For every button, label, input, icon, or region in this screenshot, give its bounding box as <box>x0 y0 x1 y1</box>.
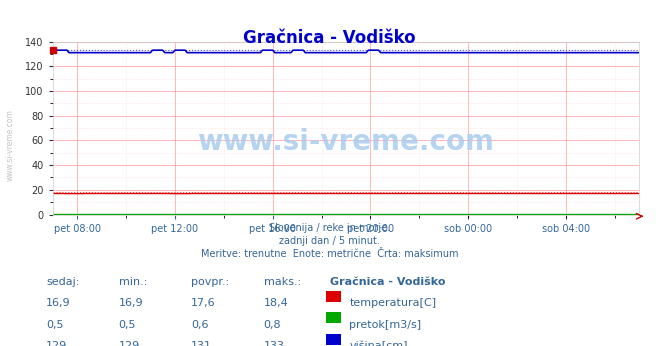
Text: 129: 129 <box>46 341 67 346</box>
Text: 16,9: 16,9 <box>46 298 71 308</box>
Text: 0,5: 0,5 <box>119 320 136 330</box>
Text: pretok[m3/s]: pretok[m3/s] <box>349 320 421 330</box>
Text: 131: 131 <box>191 341 212 346</box>
Text: temperatura[C]: temperatura[C] <box>349 298 436 308</box>
Text: 133: 133 <box>264 341 285 346</box>
Text: sedaj:: sedaj: <box>46 277 80 287</box>
Text: 16,9: 16,9 <box>119 298 143 308</box>
Text: 0,8: 0,8 <box>264 320 281 330</box>
Text: povpr.:: povpr.: <box>191 277 229 287</box>
Text: Meritve: trenutne  Enote: metrične  Črta: maksimum: Meritve: trenutne Enote: metrične Črta: … <box>201 249 458 260</box>
Text: zadnji dan / 5 minut.: zadnji dan / 5 minut. <box>279 236 380 246</box>
Text: maks.:: maks.: <box>264 277 301 287</box>
Text: 0,5: 0,5 <box>46 320 64 330</box>
Text: Gračnica - Vodiško: Gračnica - Vodiško <box>243 29 416 47</box>
Text: 17,6: 17,6 <box>191 298 215 308</box>
Text: min.:: min.: <box>119 277 147 287</box>
Text: 18,4: 18,4 <box>264 298 289 308</box>
Text: 0,6: 0,6 <box>191 320 209 330</box>
Text: 129: 129 <box>119 341 140 346</box>
Text: www.si-vreme.com: www.si-vreme.com <box>5 109 14 181</box>
Text: Gračnica - Vodiško: Gračnica - Vodiško <box>330 277 445 287</box>
Text: Slovenija / reke in morje.: Slovenija / reke in morje. <box>269 223 390 233</box>
Text: www.si-vreme.com: www.si-vreme.com <box>198 128 494 156</box>
Text: višina[cm]: višina[cm] <box>349 341 408 346</box>
